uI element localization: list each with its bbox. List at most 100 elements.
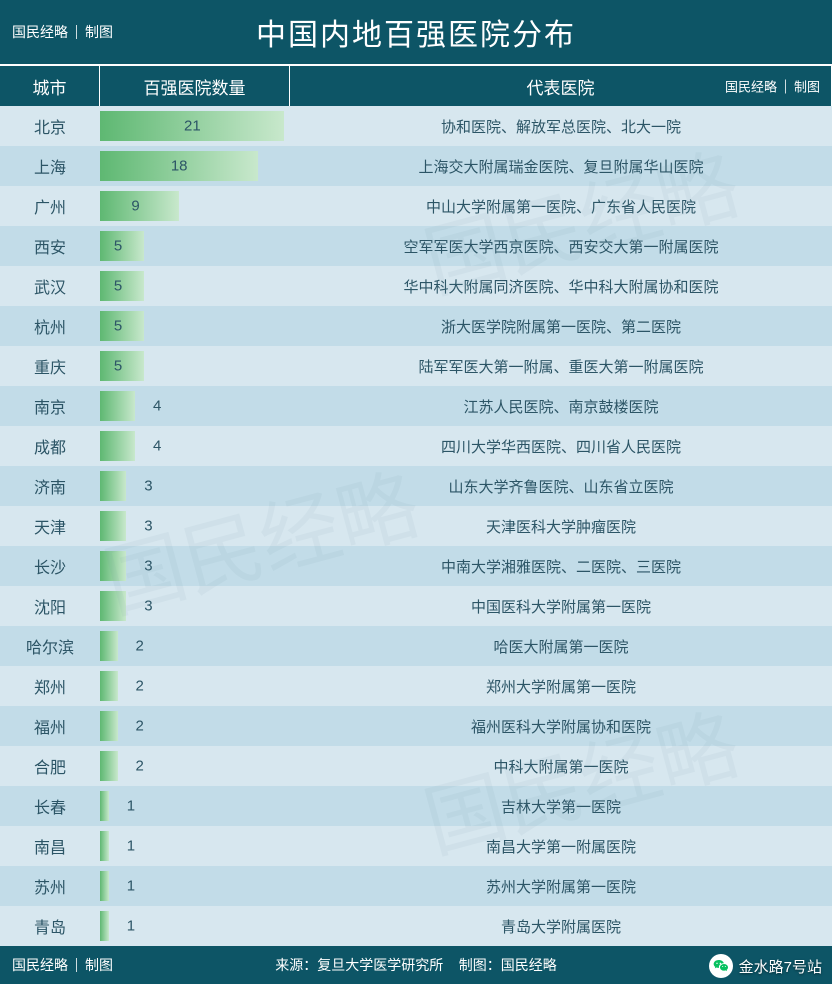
bar	[100, 471, 126, 501]
bar-value-label: 3	[144, 518, 152, 535]
count-cell: 18	[100, 146, 290, 186]
table-row: 长春 1 吉林大学第一医院	[0, 786, 832, 826]
watermark-brand: 国民经略	[12, 955, 68, 975]
count-cell: 5	[100, 266, 290, 306]
bar-value-label: 1	[127, 918, 135, 935]
bar-value-label: 5	[114, 278, 122, 295]
count-cell: 21	[100, 106, 290, 146]
rep-cell: 江苏人民医院、南京鼓楼医院	[290, 386, 832, 426]
bar	[100, 791, 109, 821]
table-row: 广州9中山大学附属第一医院、广东省人民医院	[0, 186, 832, 226]
bar	[100, 431, 135, 461]
source-label: 来源：	[275, 957, 317, 973]
watermark-action: 制图	[794, 77, 820, 96]
divider	[76, 25, 77, 39]
table-row: 合肥2中科大附属第一医院	[0, 746, 832, 786]
city-cell: 福州	[0, 706, 100, 746]
city-cell: 广州	[0, 186, 100, 226]
rep-cell: 华中科大附属同济医院、华中科大附属协和医院	[290, 266, 832, 306]
divider	[76, 958, 77, 972]
bar-value-label: 4	[153, 438, 161, 455]
bar-value-label: 5	[114, 358, 122, 375]
rep-cell: 中南大学湘雅医院、二医院、三医院	[290, 546, 832, 586]
bar	[100, 871, 109, 901]
city-cell: 天津	[0, 506, 100, 546]
rep-cell: 协和医院、解放军总医院、北大一院	[290, 106, 832, 146]
count-cell: 1	[100, 866, 290, 906]
city-cell: 苏州	[0, 866, 100, 906]
count-cell: 3	[100, 506, 290, 546]
city-cell: 西安	[0, 226, 100, 266]
bar-value-label: 1	[127, 798, 135, 815]
table-row: 南京4江苏人民医院、南京鼓楼医院	[0, 386, 832, 426]
table-row: 长沙3中南大学湘雅医院、二医院、三医院	[0, 546, 832, 586]
table-row: 济南3山东大学齐鲁医院、山东省立医院	[0, 466, 832, 506]
count-cell: 5	[100, 306, 290, 346]
table-row: 沈阳 3 中国医科大学附属第一医院	[0, 586, 832, 626]
bar-value-label: 5	[114, 318, 122, 335]
bar	[100, 591, 126, 621]
title-watermark: 国民经略 制图	[12, 22, 113, 42]
bar-value-label: 2	[136, 718, 144, 735]
header-count: 百强医院数量	[100, 66, 290, 106]
rep-cell: 青岛大学附属医院	[290, 906, 832, 946]
rep-cell: 中国医科大学附属第一医院	[290, 586, 832, 626]
rep-cell: 哈医大附属第一医院	[290, 626, 832, 666]
table-row: 上海18上海交大附属瑞金医院、复旦附属华山医院	[0, 146, 832, 186]
bar-value-label: 4	[153, 398, 161, 415]
table-row: 北京21协和医院、解放军总医院、北大一院	[0, 106, 832, 146]
bar	[100, 671, 118, 701]
divider	[785, 79, 786, 93]
rep-cell: 福州医科大学附属协和医院	[290, 706, 832, 746]
city-cell: 郑州	[0, 666, 100, 706]
bar-value-label: 21	[184, 118, 201, 135]
wechat-icon	[709, 954, 733, 978]
bar	[100, 711, 118, 741]
rep-cell: 浙大医学院附属第一医院、第二医院	[290, 306, 832, 346]
watermark-brand: 国民经略	[12, 22, 68, 42]
city-cell: 沈阳	[0, 586, 100, 626]
count-cell: 9	[100, 186, 290, 226]
wechat-account: 金水路7号站	[739, 956, 822, 977]
count-cell: 5	[100, 346, 290, 386]
count-cell: 4	[100, 386, 290, 426]
table-row: 哈尔滨2哈医大附属第一医院	[0, 626, 832, 666]
city-cell: 济南	[0, 466, 100, 506]
maker-label: 制图：	[459, 957, 501, 973]
footer-watermark: 国民经略 制图	[12, 955, 113, 975]
city-cell: 成都	[0, 426, 100, 466]
count-cell: 3	[100, 586, 290, 626]
rep-cell: 郑州大学附属第一医院	[290, 666, 832, 706]
bar-value-label: 3	[144, 558, 152, 575]
city-cell: 上海	[0, 146, 100, 186]
bar	[100, 511, 126, 541]
watermark-action: 制图	[85, 22, 113, 42]
bar-value-label: 18	[171, 158, 188, 175]
bar-value-label: 1	[127, 878, 135, 895]
footer-bar: 国民经略 制图 来源：复旦大学医学研究所 制图：国民经略 金水路7号站	[0, 946, 832, 984]
bar-value-label: 3	[144, 598, 152, 615]
city-cell: 长春	[0, 786, 100, 826]
city-cell: 合肥	[0, 746, 100, 786]
rep-cell: 南昌大学第一附属医院	[290, 826, 832, 866]
table-row: 苏州1苏州大学附属第一医院	[0, 866, 832, 906]
city-cell: 重庆	[0, 346, 100, 386]
title-bar: 国民经略 制图 中国内地百强医院分布	[0, 0, 832, 64]
table-header-row: 城市 百强医院数量 代表医院 国民经略 制图	[0, 64, 832, 106]
maker-text: 国民经略	[501, 957, 557, 973]
count-cell: 3	[100, 546, 290, 586]
header-watermark: 国民经略 制图	[725, 77, 820, 96]
bar	[100, 391, 135, 421]
bar	[100, 911, 109, 941]
bar-value-label: 2	[136, 638, 144, 655]
rep-cell: 天津医科大学肿瘤医院	[290, 506, 832, 546]
wechat-badge: 金水路7号站	[709, 954, 822, 978]
bar-value-label: 1	[127, 838, 135, 855]
city-cell: 武汉	[0, 266, 100, 306]
rep-cell: 吉林大学第一医院	[290, 786, 832, 826]
footer-source: 来源：复旦大学医学研究所 制图：国民经略	[275, 955, 557, 975]
bar	[100, 751, 118, 781]
count-cell: 1	[100, 786, 290, 826]
table-row: 重庆5陆军军医大第一附属、重医大第一附属医院	[0, 346, 832, 386]
count-cell: 1	[100, 826, 290, 866]
